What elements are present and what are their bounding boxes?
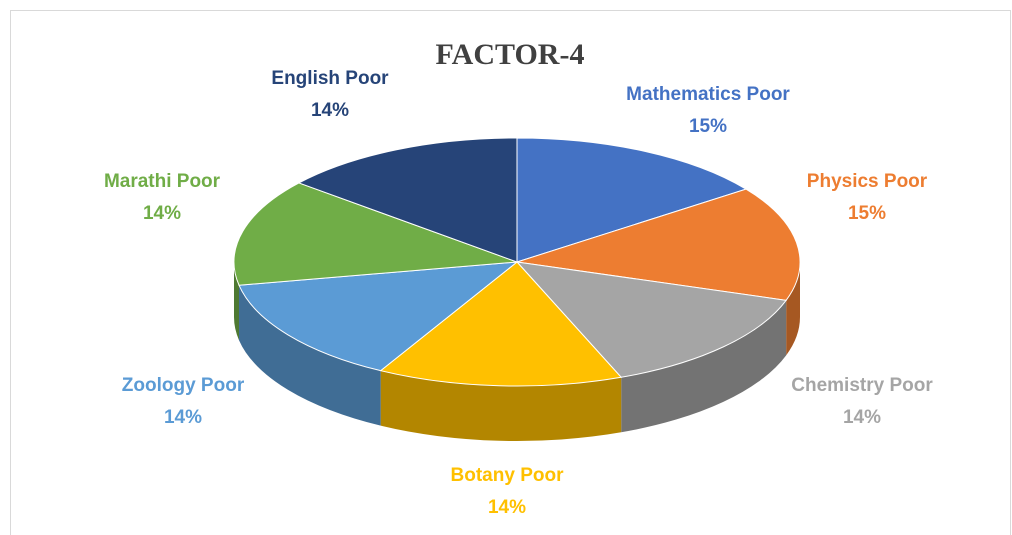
label-category: Physics Poor [806,171,928,192]
data-label: Physics Poor 15% [757,166,977,230]
label-category: Botany Poor [450,465,564,486]
slice-side [380,370,622,441]
label-value: 14% [842,407,882,428]
label-value: 15% [847,203,887,224]
label-value: 15% [688,116,728,137]
label-value: 14% [163,407,203,428]
label-category: Marathi Poor [103,171,221,192]
label-value: 14% [487,497,527,518]
pie-slice [515,261,788,378]
label-category: English Poor [271,68,389,89]
label-value: 14% [142,203,182,224]
pie-slice [516,188,801,301]
data-label: Zoology Poor 14% [73,370,293,434]
pie-slice [297,137,518,263]
label-value: 14% [310,100,350,121]
slice-side [234,262,240,341]
data-label: Marathi Poor 14% [52,166,272,230]
chart-title: FACTOR-4 [435,38,585,71]
pie-slice [516,137,748,263]
pie-slice [233,182,518,286]
slice-side [621,300,787,433]
data-label: English Poor 14% [220,63,440,127]
slice-side [239,285,381,426]
label-category: Zoology Poor [121,375,245,396]
pie-slice [238,261,519,372]
data-label: Mathematics Poor 15% [623,79,793,143]
label-category: Chemistry Poor [791,375,933,396]
data-label: Botany Poor 14% [397,460,617,524]
data-label: Chemistry Poor 14% [752,370,972,434]
label-category: Mathematics Poor [626,84,790,105]
pie-slice [379,261,623,387]
slice-side [786,262,800,356]
chart-frame [10,10,1011,535]
